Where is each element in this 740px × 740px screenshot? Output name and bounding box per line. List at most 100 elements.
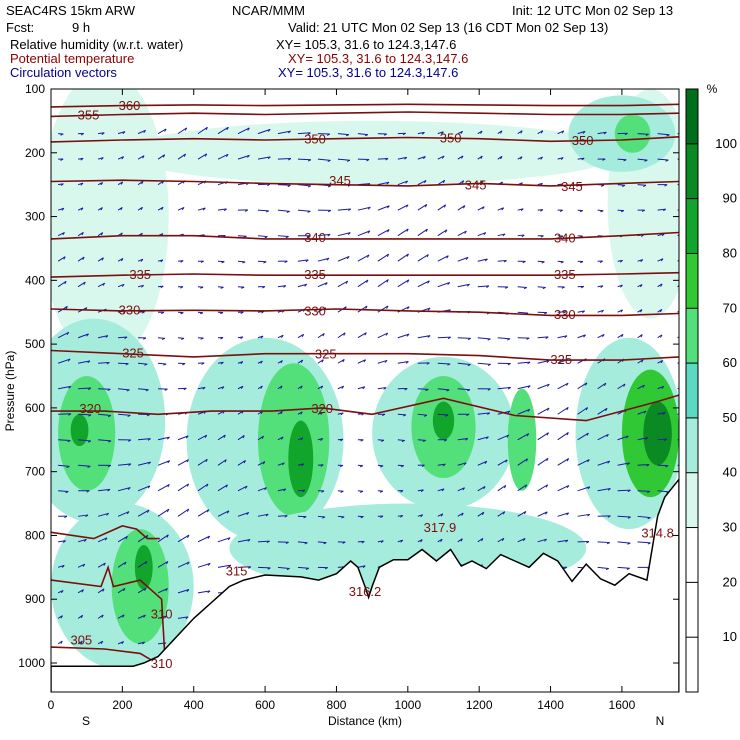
vector-head [307,210,311,213]
circulation-vector [577,310,585,313]
vector-head [664,184,668,187]
vector-head [360,516,364,519]
vector-head [341,516,345,519]
vector-head [180,312,184,315]
vector-head [303,516,307,519]
vector-head [461,512,464,516]
theta-label: 325 [550,352,572,367]
rh-region [122,120,622,185]
circulation-vector [557,458,569,466]
vector-head [421,132,425,135]
circulation-vector [677,310,679,313]
vector-head [621,334,624,338]
potential-temperature-contours [51,103,679,664]
circulation-vector [97,335,109,339]
vector-head [163,363,167,366]
vector-head [247,155,250,158]
vector-head [324,567,328,570]
vector-head [127,487,131,490]
vector-head [244,485,248,489]
vector-head [80,640,83,644]
circulation-vector [78,360,91,364]
vector-head [141,311,146,314]
circulation-vector [477,285,489,288]
vector-head [327,185,332,188]
vector-head [121,283,125,287]
vector-head [623,159,627,162]
circulation-vector [138,388,149,391]
field-vector-xy: XY= 105.3, 31.6 to 124.3,147.6 [278,65,459,80]
vector-head [424,204,428,208]
vector-head [82,256,85,260]
vector-head [359,465,364,468]
vector-head [659,309,663,313]
vector-head [83,281,86,285]
vector-head [63,256,66,260]
circulation-vector [557,311,566,313]
vector-head [387,229,390,233]
vector-head [603,131,607,135]
theta-label: 360 [119,98,141,113]
circulation-vector [337,256,350,262]
circulation-vector [77,563,86,568]
theta-label: 320 [79,401,101,416]
circulation-vector [357,230,371,237]
vector-head [665,465,669,468]
circulation-vector [137,509,150,517]
vector-head [60,133,64,136]
colorbar-swatch [686,89,698,144]
circulation-vector [77,281,86,288]
vector-head [406,228,409,232]
vector-head [185,616,189,620]
vector-head [605,567,609,571]
vector-head [540,235,544,238]
circulation-vector [617,462,630,466]
colorbar-swatch [686,472,698,528]
vector-head [104,537,108,541]
vector-head [682,414,684,416]
vector-head [301,334,305,338]
circulation-vector [517,311,529,314]
circulation-vector [477,337,491,340]
vector-head [420,539,423,543]
vector-head [547,407,550,411]
circulation-vector [477,485,486,492]
vector-head [645,133,649,137]
circulation-vector [277,209,290,212]
vector-head [103,562,106,566]
vector-head [141,181,144,185]
vector-head [681,309,682,312]
vector-head [285,236,289,239]
vector-head [141,284,144,288]
x-tick-label: 0 [48,698,55,712]
vector-head [362,386,366,390]
circulation-vector [197,535,210,543]
circulation-vector [657,158,669,161]
vector-head [400,515,404,518]
vector-head [62,540,66,543]
colorbar-tick-label: 40 [723,465,737,480]
circulation-vector [297,333,304,339]
vector-head [666,134,670,137]
vector-head [124,561,127,565]
vector-head [345,134,350,137]
vector-head [406,306,410,310]
circulation-vector [397,253,409,262]
vector-head [527,385,531,389]
vector-head [88,387,92,391]
theta-label: 310 [151,606,173,621]
vector-head [440,513,444,517]
circulation-vector [337,359,345,364]
vector-head [161,206,164,211]
vector-head [162,154,166,158]
vector-head [606,433,609,438]
vector-head [422,439,426,443]
vector-head [400,465,404,468]
theta-contour-320 [51,394,679,422]
vector-head [102,282,106,286]
vector-head [426,254,429,258]
vector-head [480,155,483,159]
circulation-vector [57,564,65,568]
circulation-vector [78,514,89,517]
circulation-vector [98,361,110,364]
